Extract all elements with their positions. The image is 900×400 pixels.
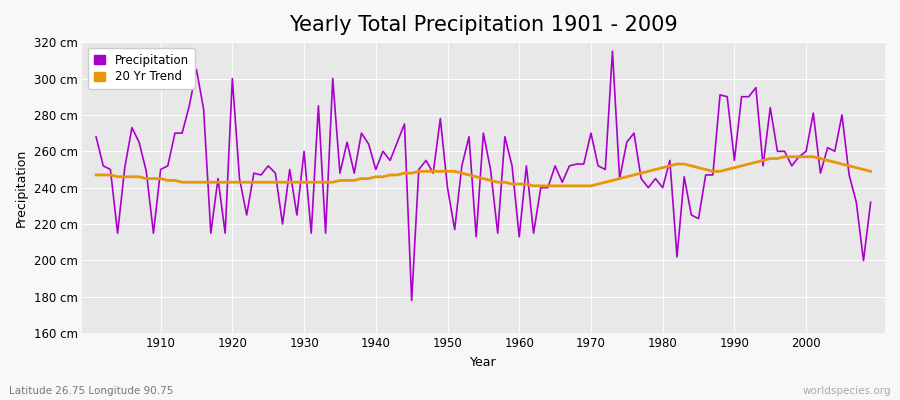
Precipitation — [608, 49, 618, 54]
Precipitation — [91, 134, 102, 139]
Precipitation — [514, 234, 525, 239]
20 Yr Trend — [514, 182, 525, 186]
Text: Latitude 26.75 Longitude 90.75: Latitude 26.75 Longitude 90.75 — [9, 386, 174, 396]
20 Yr Trend — [528, 184, 539, 188]
20 Yr Trend — [507, 182, 517, 186]
20 Yr Trend — [91, 172, 102, 177]
20 Yr Trend — [349, 178, 360, 183]
20 Yr Trend — [865, 169, 876, 174]
Precipitation — [614, 176, 625, 181]
Precipitation — [148, 231, 158, 236]
Precipitation — [306, 231, 317, 236]
Precipitation — [349, 171, 360, 176]
Precipitation — [521, 164, 532, 168]
20 Yr Trend — [608, 178, 618, 183]
Precipitation — [865, 200, 876, 205]
Line: 20 Yr Trend: 20 Yr Trend — [96, 157, 870, 186]
X-axis label: Year: Year — [470, 356, 497, 369]
Y-axis label: Precipitation: Precipitation — [15, 148, 28, 227]
20 Yr Trend — [306, 180, 317, 185]
Legend: Precipitation, 20 Yr Trend: Precipitation, 20 Yr Trend — [87, 48, 194, 89]
Precipitation — [406, 298, 417, 303]
20 Yr Trend — [779, 154, 790, 159]
Text: worldspecies.org: worldspecies.org — [803, 386, 891, 396]
20 Yr Trend — [148, 176, 158, 181]
Line: Precipitation: Precipitation — [96, 51, 870, 300]
Title: Yearly Total Precipitation 1901 - 2009: Yearly Total Precipitation 1901 - 2009 — [289, 15, 678, 35]
